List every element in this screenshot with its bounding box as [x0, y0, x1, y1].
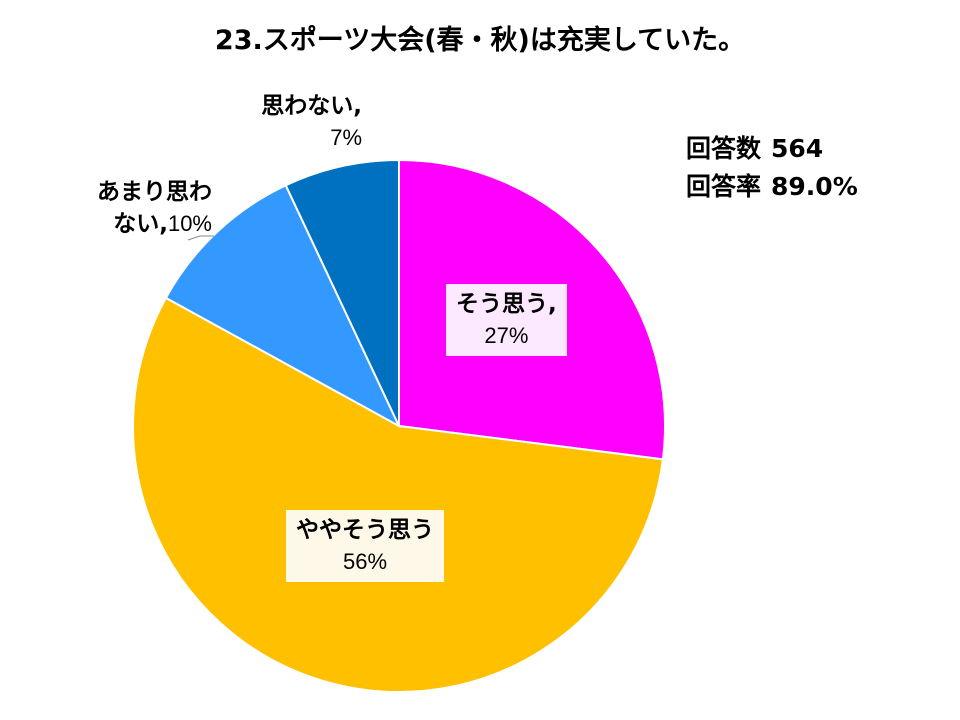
label-omowanai-text: 思わない	[261, 93, 354, 119]
label-amari-omowanai: あまり思わ ない,10%	[97, 179, 212, 237]
chart-title: 23.スポーツ大会(春・秋)は充実していた。	[214, 25, 746, 56]
label-omowanai-pct: 7%	[330, 125, 362, 150]
label-omowanai: 思わない, 7%	[232, 90, 362, 154]
response-count-value: 564	[771, 134, 824, 163]
response-count-label: 回答数	[686, 134, 762, 163]
response-stats: 回答数 564 回答率 89.0%	[686, 130, 858, 206]
label-yaya-sou-omou-text: ややそう思う	[296, 517, 434, 543]
response-rate-label: 回答率	[686, 172, 762, 201]
leader-line	[187, 235, 214, 241]
label-sou-omou: そう思う, 27%	[446, 284, 567, 356]
label-amari-omowanai-pct: 10%	[167, 211, 212, 236]
pie-slice-1	[132, 296, 665, 693]
response-count-row: 回答数 564	[686, 130, 858, 168]
response-rate-value: 89.0%	[771, 172, 858, 201]
response-rate-row: 回答率 89.0%	[686, 168, 858, 206]
label-sou-omou-text: そう思う	[456, 291, 548, 317]
pie-slice-3	[284, 158, 400, 427]
label-sou-omou-pct: 27%	[484, 323, 529, 348]
pie-slice-2	[164, 183, 402, 429]
label-yaya-sou-omou: ややそう思う 56%	[286, 510, 444, 582]
label-yaya-sou-omou-pct: 56%	[342, 549, 388, 574]
